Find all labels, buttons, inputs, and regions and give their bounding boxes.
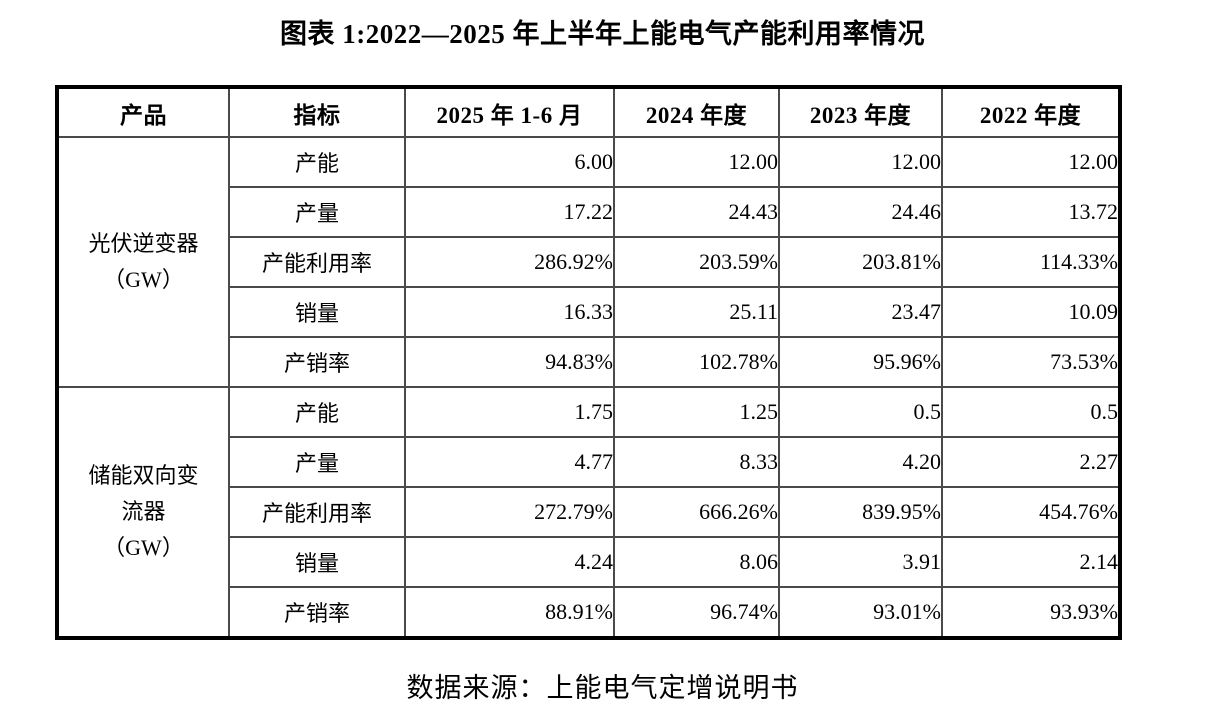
value-cell: 24.43 [613, 186, 780, 238]
figure-title: 图表 1:2022—2025 年上半年上能电气产能利用率情况 [280, 19, 925, 49]
value-cell: 203.81% [778, 236, 943, 288]
value-cell: 93.93% [941, 586, 1121, 639]
value-cell: 3.91 [778, 536, 943, 588]
value-cell: 96.74% [613, 586, 780, 639]
product-name-line: 流器 [121, 499, 166, 524]
table-row: 产销率 94.83% 102.78% 95.96% 73.53% [57, 336, 1121, 388]
value-cell: 102.78% [613, 336, 780, 388]
value-cell: 13.72 [941, 186, 1121, 238]
indicator-cell: 销量 [228, 286, 406, 338]
value-cell: 286.92% [404, 236, 615, 288]
col-header-2024: 2024 年度 [613, 86, 780, 138]
value-cell: 12.00 [941, 136, 1121, 188]
value-cell: 666.26% [613, 486, 780, 538]
value-cell: 4.24 [404, 536, 615, 588]
value-cell: 0.5 [778, 386, 943, 438]
value-cell: 94.83% [404, 336, 615, 388]
capacity-utilization-table: 产品 指标 2025 年 1-6 月 2024 年度 2023 年度 2022 … [55, 85, 1122, 640]
value-cell: 25.11 [613, 286, 780, 338]
table-row: 产能利用率 272.79% 666.26% 839.95% 454.76% [57, 486, 1121, 538]
table-row: 产能利用率 286.92% 203.59% 203.81% 114.33% [57, 236, 1121, 288]
col-header-product: 产品 [56, 86, 230, 138]
value-cell: 839.95% [778, 486, 943, 538]
value-cell: 4.77 [404, 436, 615, 488]
value-cell: 0.5 [941, 386, 1121, 438]
value-cell: 4.20 [778, 436, 943, 488]
value-cell: 17.22 [404, 186, 615, 238]
value-cell: 73.53% [941, 336, 1121, 388]
indicator-cell: 产能利用率 [228, 486, 406, 538]
value-cell: 8.33 [613, 436, 780, 488]
product-name-line: （GW） [103, 267, 184, 292]
header-row: 产品 指标 2025 年 1-6 月 2024 年度 2023 年度 2022 … [56, 86, 1121, 138]
indicator-cell: 产能利用率 [228, 236, 406, 288]
value-cell: 95.96% [778, 336, 943, 388]
table-row: 产销率 88.91% 96.74% 93.01% 93.93% [57, 586, 1121, 639]
value-cell: 1.25 [613, 386, 780, 438]
indicator-cell: 产量 [228, 436, 406, 488]
indicator-cell: 产能 [228, 136, 406, 188]
product-cell-storage-converter: 储能双向变 流器 （GW） [56, 386, 230, 639]
table-row: 储能双向变 流器 （GW） 产能 1.75 1.25 0.5 0.5 [56, 386, 1121, 639]
value-cell: 12.00 [778, 136, 943, 188]
value-cell: 114.33% [941, 236, 1121, 288]
value-cell: 6.00 [404, 136, 615, 188]
col-header-2022: 2022 年度 [941, 86, 1121, 138]
table-row: 光伏逆变器 （GW） 产能 6.00 12.00 12.00 12.00 [56, 136, 1121, 388]
product-name-line: 光伏逆变器 [88, 231, 199, 256]
value-cell: 272.79% [404, 486, 615, 538]
indicator-cell: 产销率 [228, 336, 406, 388]
col-header-indicator: 指标 [228, 86, 406, 138]
value-cell: 454.76% [941, 486, 1121, 538]
product-name-line: （GW） [103, 535, 184, 560]
product-cell-pv-inverter: 光伏逆变器 （GW） [56, 136, 230, 388]
data-source-note: 数据来源：上能电气定增说明书 [406, 673, 799, 703]
indicator-cell: 产销率 [228, 586, 406, 639]
value-cell: 12.00 [613, 136, 780, 188]
col-header-2023: 2023 年度 [778, 86, 943, 138]
indicator-cell: 产量 [228, 186, 406, 238]
value-cell: 8.06 [613, 536, 780, 588]
capacity-utilization-table-wrap: 产品 指标 2025 年 1-6 月 2024 年度 2023 年度 2022 … [55, 85, 1122, 640]
value-cell: 2.14 [941, 536, 1121, 588]
value-cell: 93.01% [778, 586, 943, 639]
indicator-cell: 产能 [228, 386, 406, 438]
value-cell: 24.46 [778, 186, 943, 238]
indicator-cell: 销量 [228, 536, 406, 588]
value-cell: 23.47 [778, 286, 943, 338]
table-row: 销量 16.33 25.11 23.47 10.09 [57, 286, 1121, 338]
col-header-2025h1: 2025 年 1-6 月 [404, 86, 615, 138]
value-cell: 1.75 [404, 386, 615, 438]
value-cell: 2.27 [941, 436, 1121, 488]
value-cell: 88.91% [404, 586, 615, 639]
table-row: 产量 4.77 8.33 4.20 2.27 [57, 436, 1121, 488]
product-name-line: 储能双向变 [88, 463, 199, 488]
value-cell: 10.09 [941, 286, 1121, 338]
table-row: 销量 4.24 8.06 3.91 2.14 [57, 536, 1121, 588]
value-cell: 203.59% [613, 236, 780, 288]
value-cell: 16.33 [404, 286, 615, 338]
table-row: 产量 17.22 24.43 24.46 13.72 [57, 186, 1121, 238]
